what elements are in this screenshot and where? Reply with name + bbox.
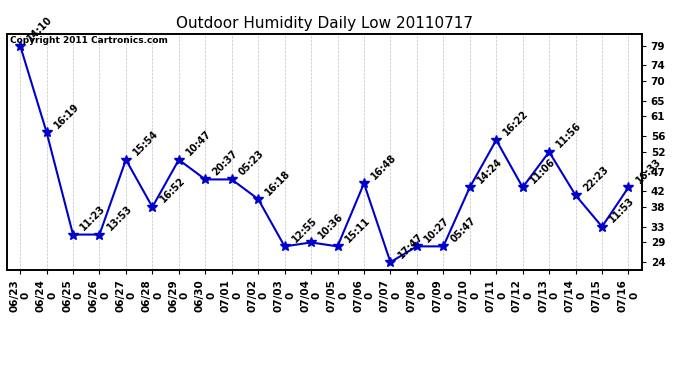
Text: 14:10: 14:10	[26, 14, 55, 44]
Text: 11:56: 11:56	[555, 121, 584, 150]
Text: 13:53: 13:53	[105, 203, 134, 232]
Text: 11:53: 11:53	[608, 195, 637, 225]
Text: 11:06: 11:06	[529, 156, 558, 185]
Text: 16:19: 16:19	[52, 101, 81, 130]
Text: 15:11: 15:11	[343, 215, 372, 244]
Text: 10:47: 10:47	[184, 129, 213, 158]
Text: Copyright 2011 Cartronics.com: Copyright 2011 Cartronics.com	[10, 36, 168, 45]
Text: 10:36: 10:36	[317, 211, 346, 240]
Text: 15:54: 15:54	[132, 129, 161, 158]
Text: 14:24: 14:24	[475, 156, 504, 185]
Text: 16:48: 16:48	[370, 152, 399, 181]
Text: 17:47: 17:47	[396, 231, 425, 260]
Text: 20:37: 20:37	[211, 148, 240, 177]
Text: 16:33: 16:33	[634, 156, 663, 185]
Text: 16:18: 16:18	[264, 168, 293, 197]
Text: 10:27: 10:27	[422, 215, 451, 244]
Text: 16:52: 16:52	[158, 176, 187, 205]
Title: Outdoor Humidity Daily Low 20110717: Outdoor Humidity Daily Low 20110717	[176, 16, 473, 31]
Text: 22:23: 22:23	[581, 164, 610, 193]
Text: 12:55: 12:55	[290, 215, 319, 244]
Text: 05:47: 05:47	[449, 215, 478, 244]
Text: 16:22: 16:22	[502, 109, 531, 138]
Text: 05:23: 05:23	[237, 148, 266, 177]
Text: 11:23: 11:23	[79, 203, 108, 232]
